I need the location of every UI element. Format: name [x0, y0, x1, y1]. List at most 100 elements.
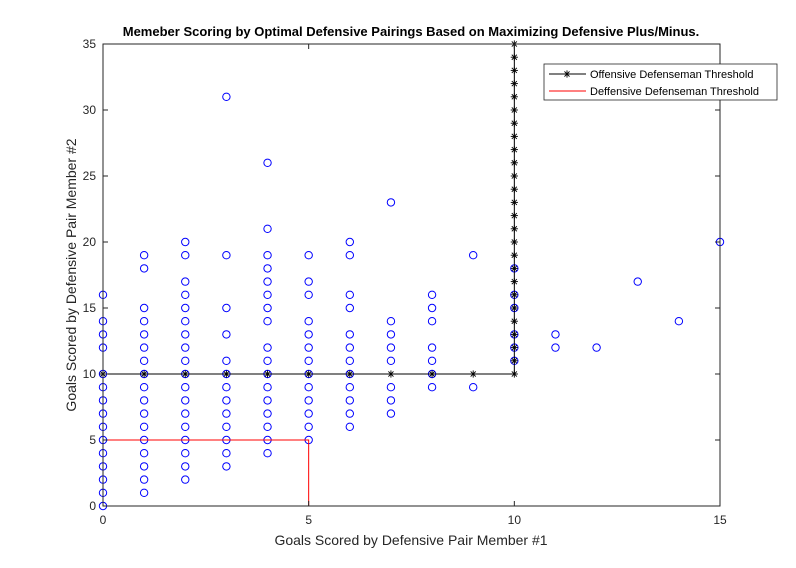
data-point [345, 356, 354, 365]
offensive-threshold-marker [510, 357, 518, 365]
data-point [139, 343, 149, 352]
data-point [345, 409, 354, 418]
data-point [469, 383, 478, 392]
data-point [345, 383, 354, 392]
data-point [304, 317, 313, 326]
data-point [345, 396, 354, 405]
data-point [263, 277, 272, 286]
data-point [386, 396, 396, 405]
data-point [181, 356, 190, 365]
data-point [181, 277, 190, 286]
offensive-threshold-marker [510, 146, 518, 154]
data-point [263, 264, 272, 273]
data-point [139, 475, 149, 484]
data-point [222, 303, 231, 313]
data-point [263, 343, 272, 352]
x-tick-label: 5 [305, 513, 312, 527]
defensive-threshold-line [103, 439, 310, 506]
data-point [386, 383, 396, 392]
offensive-threshold-marker [510, 172, 518, 180]
data-point [263, 317, 272, 326]
x-tick-label: 10 [508, 513, 522, 527]
data-point [427, 356, 437, 365]
offensive-threshold-marker [510, 330, 518, 338]
data-point [592, 343, 601, 352]
axis-ticks: 0 5 10 15 0 5 10 15 20 25 30 35 [83, 37, 727, 527]
offensive-threshold-marker [510, 264, 518, 272]
data-point [139, 356, 149, 365]
data-point [345, 422, 354, 431]
data-point [304, 277, 313, 286]
offensive-threshold-marker [510, 80, 518, 88]
axes-frame [102, 43, 721, 507]
offensive-threshold-marker [387, 370, 395, 378]
data-point [139, 449, 149, 458]
data-point [139, 409, 149, 418]
data-point [427, 343, 437, 352]
data-point [222, 330, 231, 339]
x-tick-label: 0 [100, 513, 107, 527]
data-point [263, 303, 272, 313]
y-axis-label: Goals Scored by Defensive Pair Member #2 [63, 138, 79, 411]
data-point [427, 317, 437, 326]
x-axis-label: Goals Scored by Defensive Pair Member #1 [274, 532, 547, 548]
offensive-threshold-marker [510, 198, 518, 206]
y-tick-label: 15 [83, 301, 97, 315]
data-point [427, 383, 437, 392]
y-tick-label: 25 [83, 169, 97, 183]
data-point [181, 422, 190, 431]
data-point [386, 317, 396, 326]
data-point [551, 343, 560, 352]
offensive-threshold-marker [510, 119, 518, 127]
data-point [304, 343, 313, 352]
data-point [633, 277, 642, 286]
data-point [263, 449, 272, 458]
offensive-threshold-marker [510, 278, 518, 286]
data-point [222, 396, 231, 405]
data-point [181, 237, 190, 247]
offensive-threshold-marker [510, 238, 518, 246]
data-point [263, 422, 272, 431]
data-point [427, 290, 437, 299]
legend-star-glyph [563, 70, 571, 78]
data-point [304, 409, 313, 418]
legend: Offensive Defenseman Threshold Deffensiv… [543, 63, 778, 101]
data-point [386, 409, 396, 418]
y-tick-label: 0 [89, 499, 96, 513]
data-point [181, 251, 190, 260]
data-point [674, 317, 684, 326]
data-point [345, 290, 354, 299]
data-point [222, 462, 231, 471]
offensive-threshold-marker [510, 304, 518, 312]
offensive-threshold-marker [510, 66, 518, 74]
data-point [222, 422, 231, 431]
plot-area [103, 44, 720, 506]
data-point [181, 462, 190, 471]
data-point [263, 158, 272, 168]
offensive-threshold-marker [510, 370, 518, 378]
chart-title: Memeber Scoring by Optimal Defensive Pai… [123, 24, 700, 39]
offensive-threshold-marker [510, 159, 518, 167]
data-point [139, 303, 149, 313]
offensive-threshold-marker [181, 370, 189, 378]
data-point [345, 330, 354, 339]
data-point [386, 198, 396, 207]
data-point [222, 356, 231, 365]
data-point [181, 330, 190, 339]
data-point [304, 356, 313, 365]
data-point [181, 343, 190, 352]
data-point [263, 290, 272, 299]
data-point [181, 303, 190, 313]
data-point [304, 422, 313, 431]
data-point [263, 396, 272, 405]
data-point [139, 396, 149, 405]
data-point [345, 251, 354, 260]
data-point [469, 251, 478, 260]
data-point [181, 290, 190, 299]
data-point [345, 343, 354, 352]
legend-offensive-star-icon [563, 70, 571, 78]
x-tick-label: 15 [713, 513, 727, 527]
data-point [222, 383, 231, 392]
legend-box [543, 63, 778, 101]
offensive-threshold-marker [346, 370, 354, 378]
